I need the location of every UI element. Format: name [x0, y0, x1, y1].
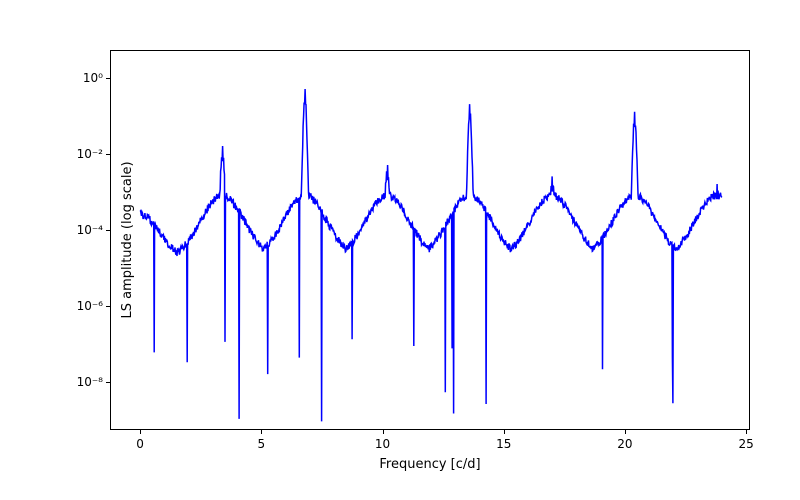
x-tick-label: 15 [496, 437, 511, 451]
y-tick-label: 10⁻⁴ [77, 223, 103, 237]
spectrum-line [111, 51, 751, 431]
x-tick-mark [625, 429, 626, 434]
y-axis-label: LS amplitude (log scale) [120, 161, 135, 318]
x-tick-mark [746, 429, 747, 434]
x-tick-mark [261, 429, 262, 434]
y-tick-label: 10⁻² [77, 147, 103, 161]
x-tick-label: 10 [375, 437, 390, 451]
y-tick-mark [106, 230, 111, 231]
x-tick-mark [504, 429, 505, 434]
x-axis-label: Frequency [c/d] [379, 457, 480, 472]
y-tick-label: 10⁰ [83, 71, 103, 85]
periodogram-path [140, 89, 722, 421]
y-tick-mark [106, 154, 111, 155]
y-tick-label: 10⁻⁸ [77, 375, 103, 389]
x-tick-label: 0 [136, 437, 144, 451]
y-tick-label: 10⁻⁶ [77, 299, 103, 313]
x-tick-mark [383, 429, 384, 434]
plot-area: Frequency [c/d] LS amplitude (log scale)… [110, 50, 750, 430]
y-tick-mark [106, 382, 111, 383]
x-tick-label: 25 [739, 437, 754, 451]
x-tick-label: 20 [617, 437, 632, 451]
x-tick-label: 5 [257, 437, 265, 451]
x-tick-mark [140, 429, 141, 434]
y-tick-mark [106, 306, 111, 307]
figure: Frequency [c/d] LS amplitude (log scale)… [0, 0, 800, 500]
y-tick-mark [106, 78, 111, 79]
